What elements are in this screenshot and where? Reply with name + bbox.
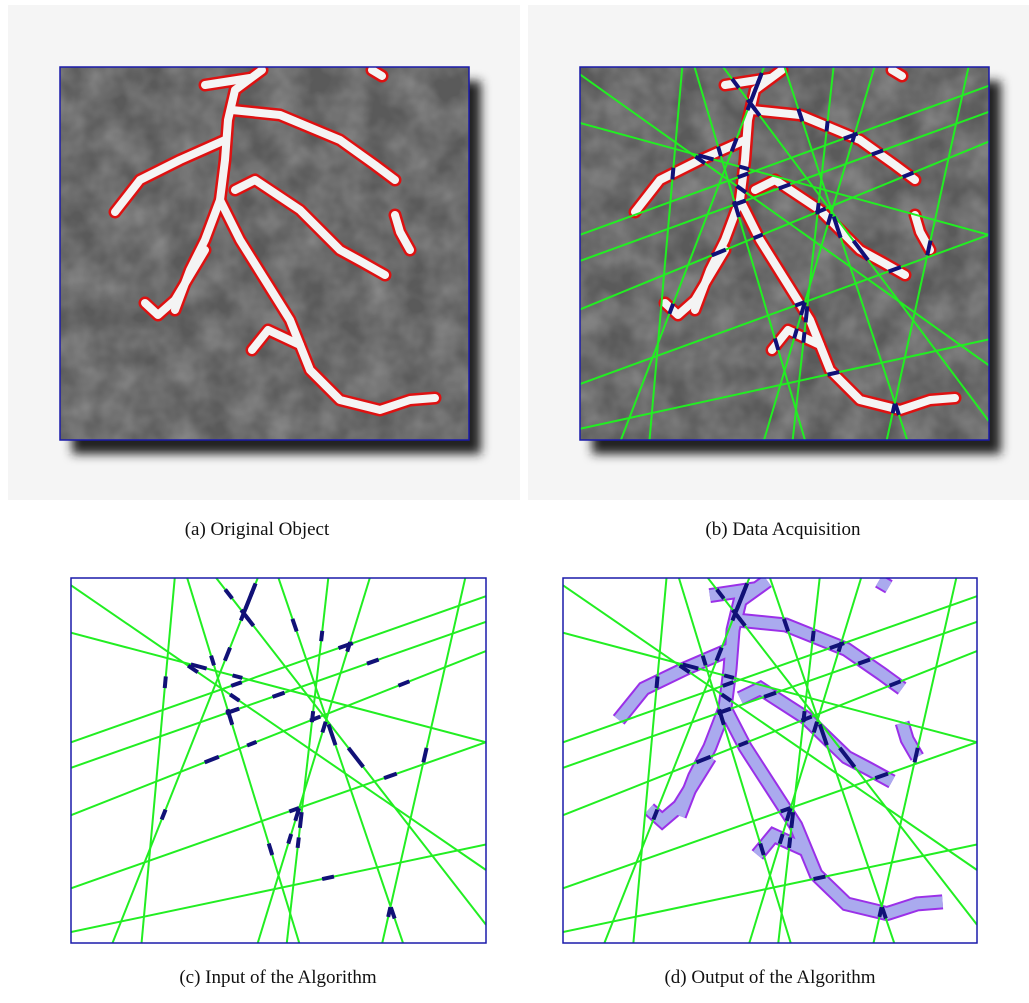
measurement-segment [718, 147, 721, 157]
measurement-segment [657, 676, 658, 688]
measurement-segment [817, 203, 818, 214]
panel-image [71, 578, 486, 943]
measurement-segment [828, 372, 840, 375]
figure: (a) Original Object (b) Data Acquisition… [0, 0, 1029, 1003]
measurement-segment [814, 877, 826, 879]
caption: (b) Data Acquisition [705, 519, 861, 540]
measurement-segment [839, 642, 842, 652]
measurement-segment [211, 656, 214, 666]
vessel [892, 70, 902, 76]
measurement-segment [827, 121, 828, 131]
caption: (c) Input of the Algorithm [179, 967, 377, 988]
measurement-segment [794, 329, 797, 339]
measurement-segment [322, 877, 334, 879]
measurement-segment [312, 711, 313, 722]
measurement-segment [300, 812, 302, 828]
measurement-segment [233, 675, 243, 678]
panel-image [580, 67, 989, 440]
measurement-segment [739, 166, 749, 169]
measurement-segment [852, 133, 855, 143]
caption: (d) Output of the Algorithm [664, 967, 875, 988]
measurement-segment [893, 404, 895, 414]
measurement-segment [803, 711, 804, 722]
measurement-segment [288, 834, 291, 844]
measurement-segment [298, 837, 299, 847]
measurement-segment [347, 642, 350, 652]
measurement-segment [672, 168, 673, 180]
measurement-segment [724, 675, 734, 678]
measurement-segment [388, 907, 390, 917]
region [879, 581, 889, 587]
panel-image [563, 578, 977, 943]
measurement-segment [803, 332, 804, 343]
panel-image [60, 67, 469, 440]
measurement-segment [165, 676, 166, 688]
measurement-segment [321, 631, 322, 641]
measurement-segment [806, 306, 808, 322]
measurement-segment [789, 837, 790, 847]
vessel [372, 70, 382, 76]
measurement-segment [813, 631, 814, 641]
caption: (a) Original Object [185, 519, 330, 540]
measurement-segment [791, 812, 793, 828]
measurement-segment [703, 656, 706, 666]
measurement-segment [780, 834, 783, 844]
measurement-segment [879, 907, 881, 917]
